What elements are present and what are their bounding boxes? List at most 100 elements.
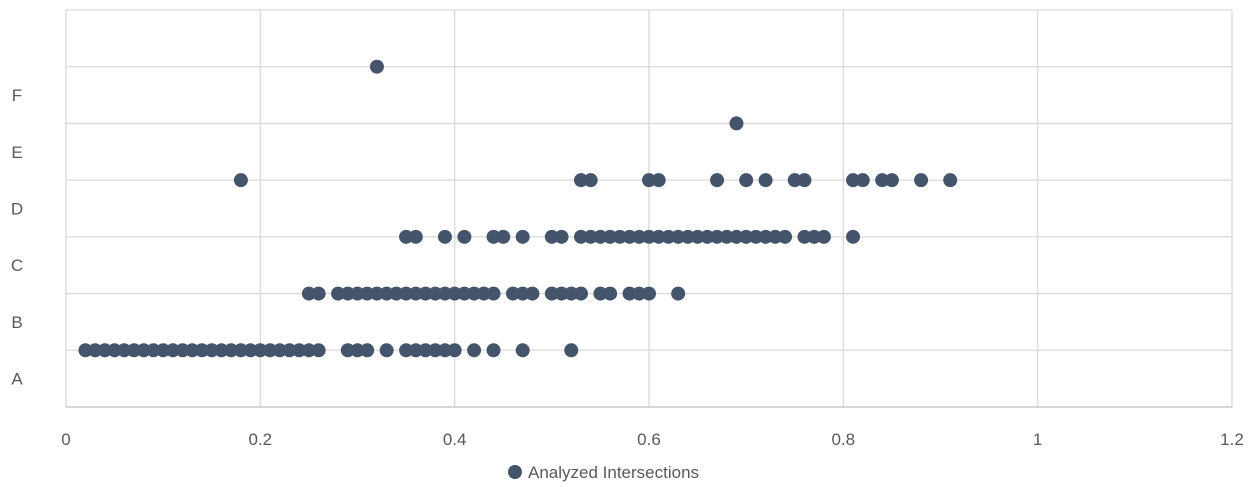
data-point xyxy=(437,229,452,244)
data-point xyxy=(243,343,258,358)
data-point xyxy=(710,173,725,188)
data-point xyxy=(564,343,579,358)
data-point xyxy=(778,229,793,244)
data-point xyxy=(292,343,307,358)
data-point xyxy=(564,286,579,301)
data-point xyxy=(603,286,618,301)
data-point xyxy=(399,343,414,358)
data-point xyxy=(914,173,929,188)
x-tick-label: 0 xyxy=(61,430,70,449)
data-point xyxy=(263,343,278,358)
data-point xyxy=(758,229,773,244)
y-tick-label: D xyxy=(11,200,23,219)
y-tick-label: C xyxy=(11,256,23,275)
x-tick-label: 0.6 xyxy=(637,430,661,449)
data-point xyxy=(457,286,472,301)
data-point xyxy=(642,229,656,244)
data-point xyxy=(642,173,656,188)
data-point xyxy=(146,343,161,358)
data-point xyxy=(816,229,831,244)
data-point xyxy=(729,229,744,244)
data-point xyxy=(710,229,725,244)
data-point xyxy=(418,343,433,358)
data-point xyxy=(88,343,103,358)
data-point xyxy=(457,229,472,244)
x-tick-label: 0.2 xyxy=(249,430,273,449)
data-point xyxy=(447,286,462,301)
data-point xyxy=(943,173,958,188)
data-point xyxy=(573,229,588,244)
data-point xyxy=(739,173,754,188)
data-point xyxy=(583,173,598,188)
data-point xyxy=(515,286,530,301)
data-point xyxy=(554,229,569,244)
data-point xyxy=(554,286,569,301)
data-point xyxy=(204,343,219,358)
y-tick-labels: A B C D E F xyxy=(11,86,23,389)
grid xyxy=(65,9,1233,408)
data-point xyxy=(583,229,598,244)
data-point xyxy=(496,229,511,244)
x-tick-label: 1 xyxy=(1033,430,1042,449)
data-point xyxy=(739,229,754,244)
data-point xyxy=(505,286,520,301)
data-point xyxy=(622,286,637,301)
data-point xyxy=(622,229,637,244)
data-point xyxy=(301,286,316,301)
data-point xyxy=(632,229,647,244)
x-tick-labels: 0 0.2 0.4 0.6 0.8 1 1.2 xyxy=(61,430,1244,449)
data-point xyxy=(418,286,433,301)
data-point xyxy=(486,343,501,358)
data-point xyxy=(748,229,763,244)
data-point xyxy=(127,343,142,358)
data-point xyxy=(680,229,695,244)
data-point xyxy=(855,173,870,188)
data-point xyxy=(884,173,899,188)
data-point xyxy=(758,173,773,188)
data-point xyxy=(661,229,676,244)
data-point xyxy=(797,173,812,188)
data-point xyxy=(573,173,588,188)
legend-label: Analyzed Intersections xyxy=(528,463,699,482)
data-point xyxy=(603,229,618,244)
data-point xyxy=(651,173,666,188)
data-point xyxy=(107,343,122,358)
data-point xyxy=(379,286,394,301)
data-point xyxy=(544,229,559,244)
data-point xyxy=(311,343,326,358)
data-point xyxy=(350,343,365,358)
data-point xyxy=(389,286,404,301)
data-point xyxy=(408,343,423,358)
data-point xyxy=(301,343,316,358)
data-point xyxy=(700,229,715,244)
legend-marker xyxy=(508,465,522,479)
data-point xyxy=(525,286,540,301)
y-tick-label: E xyxy=(11,143,22,162)
data-point xyxy=(165,343,180,358)
data-point xyxy=(486,286,501,301)
data-point xyxy=(360,343,375,358)
data-point xyxy=(729,116,744,131)
data-point xyxy=(369,59,384,74)
legend: Analyzed Intersections xyxy=(508,463,699,482)
data-point xyxy=(846,229,861,244)
data-point xyxy=(282,343,297,358)
data-point xyxy=(515,343,530,358)
data-point xyxy=(253,343,268,358)
data-point xyxy=(340,343,355,358)
data-point xyxy=(97,343,112,358)
y-tick-label: A xyxy=(11,370,23,389)
data-point xyxy=(544,286,559,301)
data-point xyxy=(311,286,326,301)
y-tick-label: F xyxy=(12,86,22,105)
data-point xyxy=(486,229,501,244)
data-point xyxy=(272,343,287,358)
data-point xyxy=(175,343,190,358)
data-point xyxy=(78,343,93,358)
data-point xyxy=(593,286,608,301)
data-point xyxy=(195,343,210,358)
data-point xyxy=(224,343,239,358)
data-point xyxy=(340,286,355,301)
data-point xyxy=(768,229,783,244)
